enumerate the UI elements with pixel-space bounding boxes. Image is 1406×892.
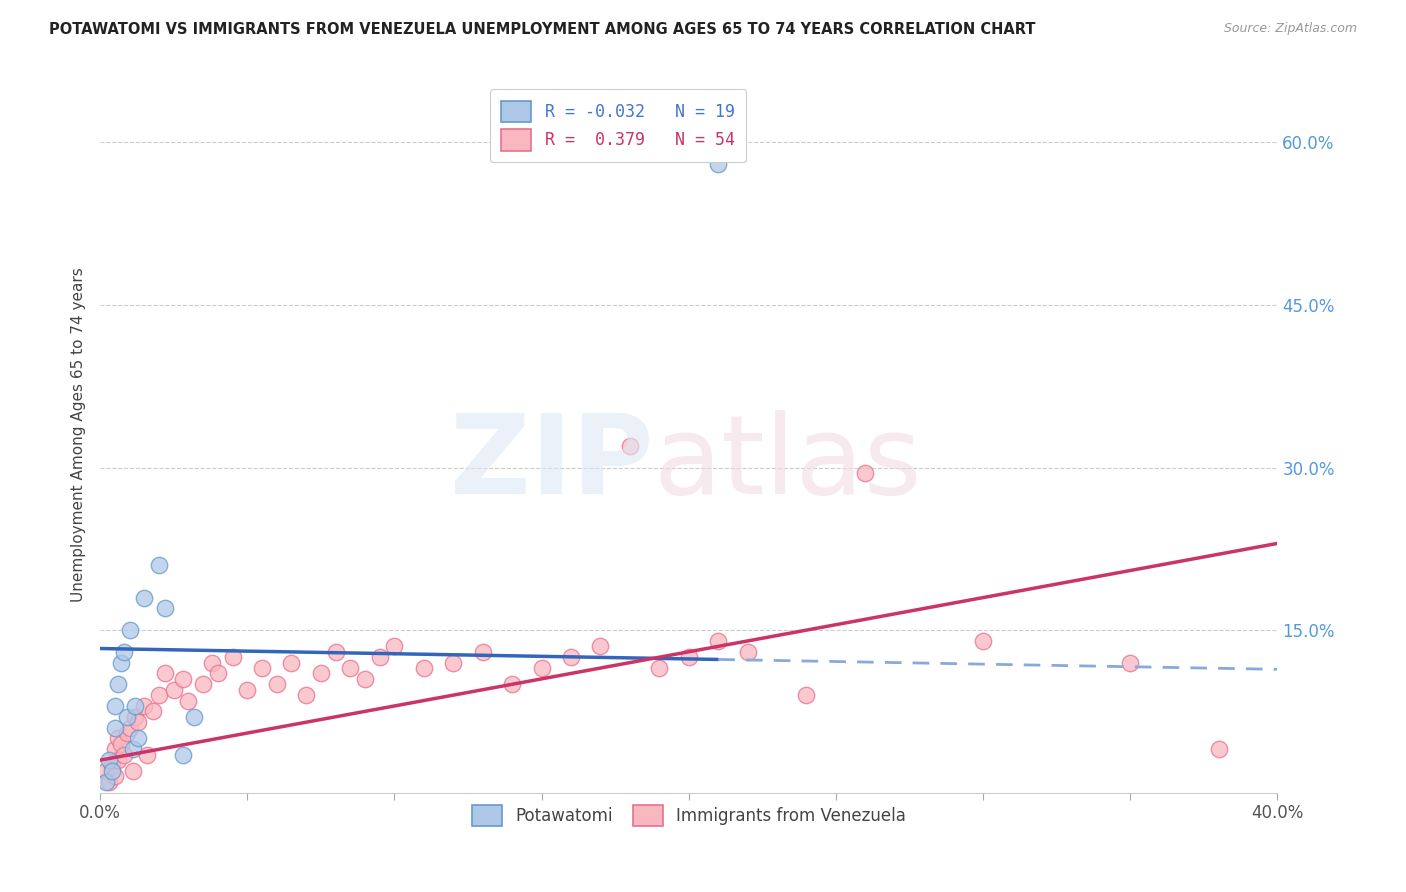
Text: POTAWATOMI VS IMMIGRANTS FROM VENEZUELA UNEMPLOYMENT AMONG AGES 65 TO 74 YEARS C: POTAWATOMI VS IMMIGRANTS FROM VENEZUELA … [49,22,1036,37]
Point [250,661,273,675]
Point [127,731,149,746]
Point [134,698,156,713]
Point [115,726,138,740]
Point [1208,742,1230,756]
Point [295,688,318,702]
Point [112,747,135,762]
Text: ZIP: ZIP [450,410,654,517]
Point [104,698,127,713]
Point [134,591,156,605]
Point [853,466,876,480]
Point [309,666,332,681]
Point [110,656,132,670]
Point [325,645,347,659]
Point [354,672,377,686]
Point [153,601,176,615]
Legend: Potawatomi, Immigrants from Venezuela: Potawatomi, Immigrants from Venezuela [464,797,914,834]
Point [94,774,117,789]
Point [104,742,127,756]
Point [110,737,132,751]
Point [94,764,117,778]
Point [191,677,214,691]
Point [163,682,186,697]
Point [972,634,994,648]
Point [118,623,141,637]
Point [236,682,259,697]
Point [172,672,194,686]
Point [207,666,229,681]
Point [471,645,494,659]
Point [121,742,143,756]
Point [589,640,612,654]
Point [619,439,641,453]
Point [172,747,194,762]
Point [648,661,671,675]
Point [441,656,464,670]
Point [118,721,141,735]
Point [737,645,759,659]
Point [104,769,127,783]
Point [266,677,288,691]
Point [412,661,434,675]
Point [280,656,302,670]
Point [796,688,818,702]
Point [97,753,120,767]
Point [124,710,146,724]
Point [124,698,146,713]
Point [1119,656,1142,670]
Point [127,715,149,730]
Point [177,693,200,707]
Point [121,764,143,778]
Point [707,157,730,171]
Point [107,731,129,746]
Point [183,710,205,724]
Point [101,764,124,778]
Point [339,661,361,675]
Point [115,710,138,724]
Text: atlas: atlas [654,410,922,517]
Point [678,650,700,665]
Y-axis label: Unemployment Among Ages 65 to 74 years: Unemployment Among Ages 65 to 74 years [72,268,86,602]
Point [384,640,406,654]
Point [104,721,127,735]
Point [560,650,582,665]
Point [153,666,176,681]
Point [201,656,224,670]
Point [136,747,159,762]
Point [148,688,170,702]
Point [501,677,523,691]
Point [107,753,129,767]
Point [221,650,243,665]
Point [368,650,391,665]
Point [707,634,730,648]
Point [107,677,129,691]
Point [112,645,135,659]
Point [530,661,553,675]
Point [101,758,124,772]
Point [148,558,170,573]
Text: Source: ZipAtlas.com: Source: ZipAtlas.com [1223,22,1357,36]
Point [142,705,165,719]
Point [97,774,120,789]
